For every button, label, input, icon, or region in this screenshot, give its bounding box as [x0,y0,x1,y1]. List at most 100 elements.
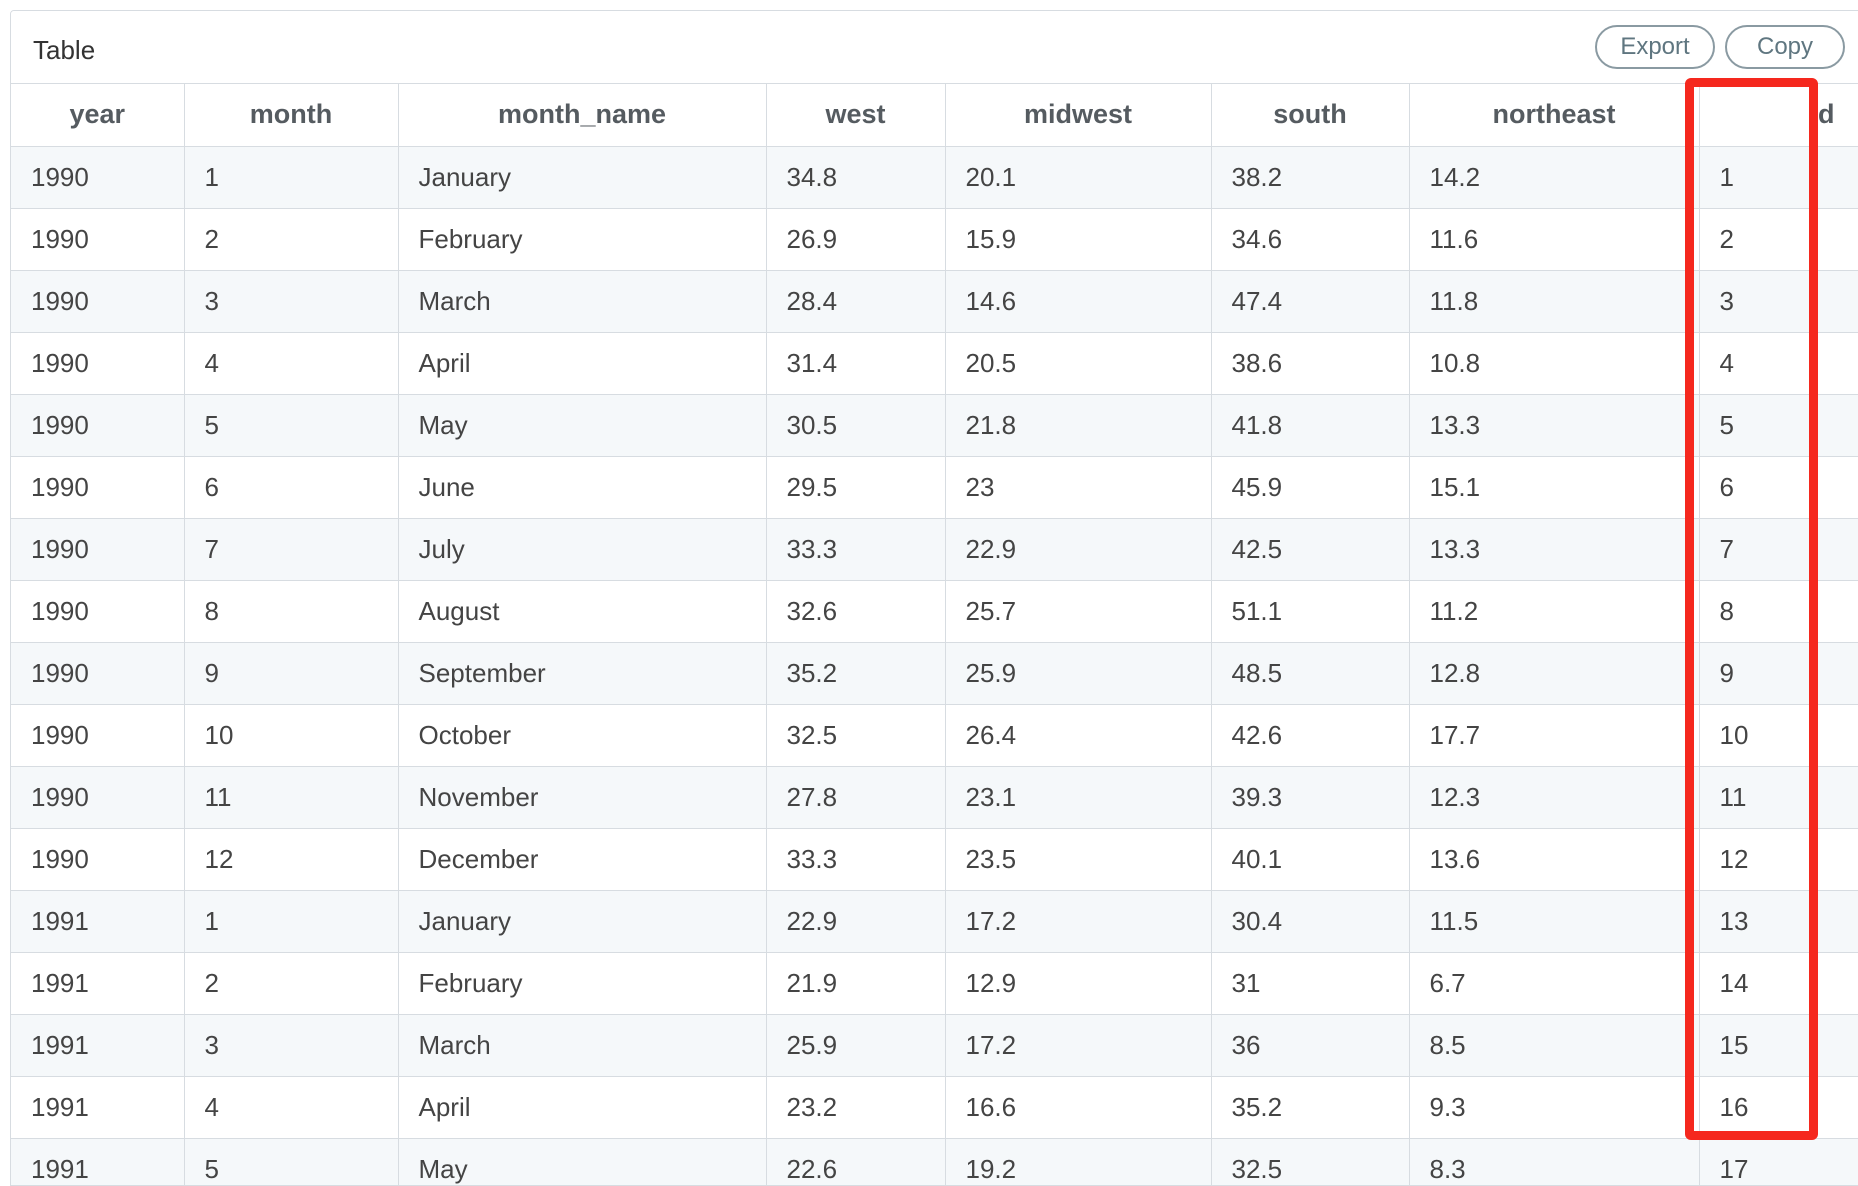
cell-month-name: November [398,766,767,829]
cell-month: 12 [184,828,399,891]
column-header-south[interactable]: south [1211,84,1410,147]
cell-year: 1990 [11,580,185,643]
cell-month-name: July [398,518,767,581]
cell-year: 1990 [11,642,185,705]
cell-year: 1990 [11,208,185,271]
cell-south: 51.1 [1211,580,1410,643]
cell-northeast: 11.2 [1409,580,1700,643]
cell-west: 26.9 [766,208,946,271]
column-header-month-name[interactable]: month_name [398,84,767,147]
cell-month: 7 [184,518,399,581]
cell-northeast: 12.3 [1409,766,1700,829]
table-row[interactable]: 1990 3 March 28.4 14.6 47.4 11.8 3 [11,270,1858,333]
table-row[interactable]: 1991 2 February 21.9 12.9 31 6.7 14 [11,952,1858,1015]
cell-year: 1991 [11,1014,185,1077]
cell-west: 25.9 [766,1014,946,1077]
cell-northeast: 8.3 [1409,1138,1700,1185]
table-row[interactable]: 1990 10 October 32.5 26.4 42.6 17.7 10 [11,704,1858,767]
table-panel: Table Export Copy year month month_name wes… [10,10,1858,1186]
cell-northeast: 13.3 [1409,518,1700,581]
cell-month: 1 [184,890,399,953]
table-row[interactable]: 1990 5 May 30.5 21.8 41.8 13.3 5 [11,394,1858,457]
cell-year: 1991 [11,952,185,1015]
cell-northeast: 15.1 [1409,456,1700,519]
cell-midwest: 17.2 [945,1014,1212,1077]
cell-year: 1991 [11,1138,185,1185]
cell-west: 23.2 [766,1076,946,1139]
column-header-west[interactable]: west [766,84,946,147]
column-header-month[interactable]: month [184,84,399,147]
cell-id: 6 [1699,456,1858,519]
cell-month-name: January [398,146,767,209]
cell-month-name: August [398,580,767,643]
column-header-id[interactable]: id [1699,84,1858,147]
cell-south: 41.8 [1211,394,1410,457]
cell-month: 9 [184,642,399,705]
cell-month-name: May [398,394,767,457]
cell-west: 27.8 [766,766,946,829]
cell-west: 34.8 [766,146,946,209]
cell-month-name: October [398,704,767,767]
cell-month-name: April [398,332,767,395]
table-header-row: year month month_name west midwest south north… [11,84,1858,147]
cell-id: 17 [1699,1138,1858,1185]
cell-month-name: January [398,890,767,953]
cell-northeast: 17.7 [1409,704,1700,767]
cell-month: 1 [184,146,399,209]
cell-month: 3 [184,270,399,333]
cell-month: 5 [184,1138,399,1185]
table-row[interactable]: 1990 9 September 35.2 25.9 48.5 12.8 9 [11,642,1858,705]
cell-year: 1990 [11,704,185,767]
cell-month: 4 [184,1076,399,1139]
cell-west: 30.5 [766,394,946,457]
cell-midwest: 21.8 [945,394,1212,457]
cell-id: 8 [1699,580,1858,643]
cell-midwest: 19.2 [945,1138,1212,1185]
column-header-northeast[interactable]: northeast [1409,84,1700,147]
table-row[interactable]: 1990 1 January 34.8 20.1 38.2 14.2 1 [11,146,1858,209]
cell-midwest: 15.9 [945,208,1212,271]
table-row[interactable]: 1990 2 February 26.9 15.9 34.6 11.6 2 [11,208,1858,271]
cell-id: 7 [1699,518,1858,581]
cell-south: 39.3 [1211,766,1410,829]
cell-month: 4 [184,332,399,395]
cell-id: 10 [1699,704,1858,767]
cell-south: 36 [1211,1014,1410,1077]
cell-west: 29.5 [766,456,946,519]
copy-button[interactable]: Copy [1725,25,1845,69]
cell-id: 12 [1699,828,1858,891]
cell-id: 15 [1699,1014,1858,1077]
table-row[interactable]: 1990 4 April 31.4 20.5 38.6 10.8 4 [11,332,1858,395]
cell-id: 14 [1699,952,1858,1015]
table-row[interactable]: 1990 11 November 27.8 23.1 39.3 12.3 11 [11,766,1858,829]
cell-month: 2 [184,952,399,1015]
cell-month-name: March [398,1014,767,1077]
cell-midwest: 23.1 [945,766,1212,829]
cell-midwest: 20.5 [945,332,1212,395]
cell-month: 5 [184,394,399,457]
data-table-container[interactable]: year month month_name west midwest south north… [11,84,1858,1185]
export-button[interactable]: Export [1595,25,1715,69]
cell-year: 1991 [11,890,185,953]
table-row[interactable]: 1991 1 January 22.9 17.2 30.4 11.5 13 [11,890,1858,953]
table-row[interactable]: 1991 4 April 23.2 16.6 35.2 9.3 16 [11,1076,1858,1139]
table-row[interactable]: 1991 3 March 25.9 17.2 36 8.5 15 [11,1014,1858,1077]
cell-year: 1990 [11,332,185,395]
table-row[interactable]: 1990 7 July 33.3 22.9 42.5 13.3 7 [11,518,1858,581]
table-row[interactable]: 1991 5 May 22.6 19.2 32.5 8.3 17 [11,1138,1858,1185]
cell-midwest: 20.1 [945,146,1212,209]
column-header-midwest[interactable]: midwest [945,84,1212,147]
panel-header: Table Export Copy [11,11,1858,84]
cell-midwest: 14.6 [945,270,1212,333]
table-row[interactable]: 1990 12 December 33.3 23.5 40.1 13.6 12 [11,828,1858,891]
cell-south: 45.9 [1211,456,1410,519]
cell-month-name: March [398,270,767,333]
cell-month-name: December [398,828,767,891]
cell-south: 38.2 [1211,146,1410,209]
table-row[interactable]: 1990 8 August 32.6 25.7 51.1 11.2 8 [11,580,1858,643]
cell-west: 32.6 [766,580,946,643]
cell-northeast: 8.5 [1409,1014,1700,1077]
cell-west: 31.4 [766,332,946,395]
table-row[interactable]: 1990 6 June 29.5 23 45.9 15.1 6 [11,456,1858,519]
column-header-year[interactable]: year [11,84,185,147]
